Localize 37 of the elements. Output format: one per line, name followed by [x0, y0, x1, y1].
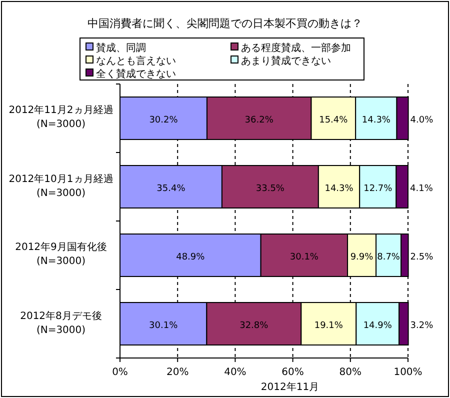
legend-label: 全く賛成できない: [96, 68, 176, 80]
data-label: 15.4%: [319, 115, 348, 126]
legend-label: なんとも言えない: [96, 55, 176, 67]
x-tick-label: 80%: [339, 367, 362, 378]
chart-title: 中国消費者に聞く、尖閣問題での日本製不買の動きは？: [88, 17, 362, 30]
x-tick-label: 40%: [224, 367, 246, 378]
data-label: 14.9%: [363, 320, 392, 331]
data-label: 48.9%: [176, 252, 206, 262]
y-tick-label: 2012年10月1ヵ月経過(N=3000): [8, 172, 114, 201]
x-tick-label: 20%: [166, 367, 189, 378]
data-label: 19.1%: [314, 320, 344, 331]
text: 2012年11月: [260, 381, 320, 393]
data-label: 33.5%: [256, 184, 285, 194]
data-label: 4.0%: [410, 115, 434, 126]
legend-label: ある程度賛成、一部参加: [241, 42, 351, 54]
x-tick-label: 0%: [112, 367, 128, 378]
x-tick-label: 60%: [282, 367, 304, 378]
y-tick-label: 2012年8月デモ後(N=3000): [19, 310, 103, 338]
data-label: 4.1%: [410, 184, 434, 194]
x-tick-label: 100%: [394, 367, 422, 378]
data-label: 9.9%: [350, 252, 374, 262]
y-tick-label: 2012年11月2ヵ月経過(N=3000): [8, 104, 114, 132]
data-label: 35.4%: [156, 184, 186, 194]
data-label: 36.2%: [244, 115, 274, 126]
legend-label: あまり賛成できない: [241, 55, 331, 67]
legend-label: 賛成、同調: [96, 42, 146, 54]
data-label: 30.1%: [290, 252, 319, 262]
data-label: 14.3%: [362, 115, 391, 126]
y-tick-label: 2012年9月国有化後(N=3000): [14, 241, 108, 270]
data-label: 14.3%: [324, 184, 354, 194]
data-label: 30.1%: [149, 320, 178, 331]
data-label: 30.2%: [149, 115, 178, 126]
data-label: 2.5%: [410, 252, 434, 262]
data-label: 3.2%: [410, 320, 434, 331]
data-label: 8.7%: [377, 252, 400, 262]
data-label: 32.8%: [240, 320, 269, 331]
data-label: 12.7%: [364, 184, 393, 194]
